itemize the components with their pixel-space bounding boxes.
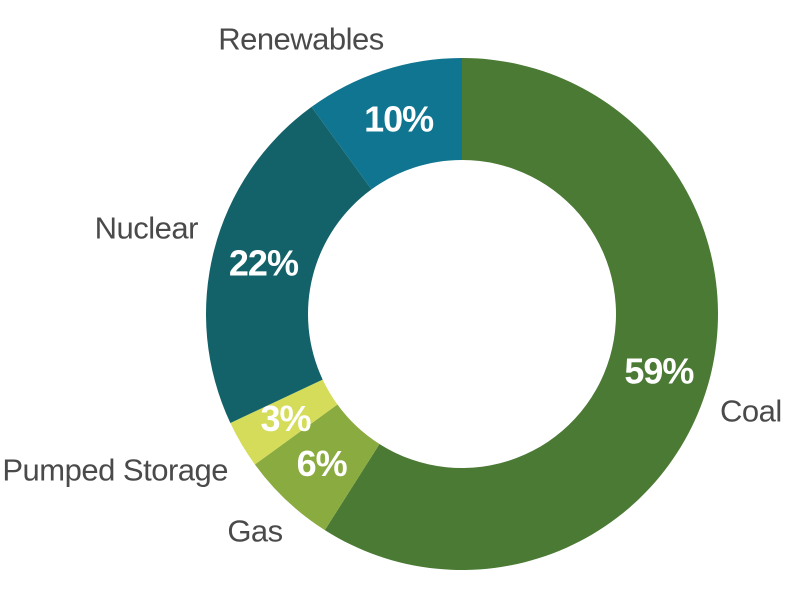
category-label-nuclear: Nuclear (95, 211, 198, 246)
value-label-coal: 59% (624, 351, 694, 392)
slice-renewables (311, 58, 462, 190)
slice-pumped-storage (230, 379, 338, 465)
value-label-renewables: 10% (364, 99, 434, 140)
value-labels-group: 59% 6%3% 22% 10% (229, 99, 695, 484)
value-label-pumped-storage: 3% (261, 398, 312, 439)
category-label-gas: Gas (227, 514, 282, 549)
slice-gas (254, 404, 380, 531)
category-label-coal: Coal (720, 394, 782, 429)
slices-group (205, 58, 718, 570)
value-label-nuclear: 22% (229, 243, 299, 284)
category-labels-group: Coal Gas Pumped Storage Nuclear Renewables (2, 22, 782, 549)
slice-nuclear (205, 106, 372, 423)
category-label-pumped-storage: Pumped Storage (2, 453, 228, 488)
slice-coal (324, 58, 718, 570)
value-label-gas: 6% (297, 443, 348, 484)
category-label-renewables: Renewables (218, 22, 384, 57)
